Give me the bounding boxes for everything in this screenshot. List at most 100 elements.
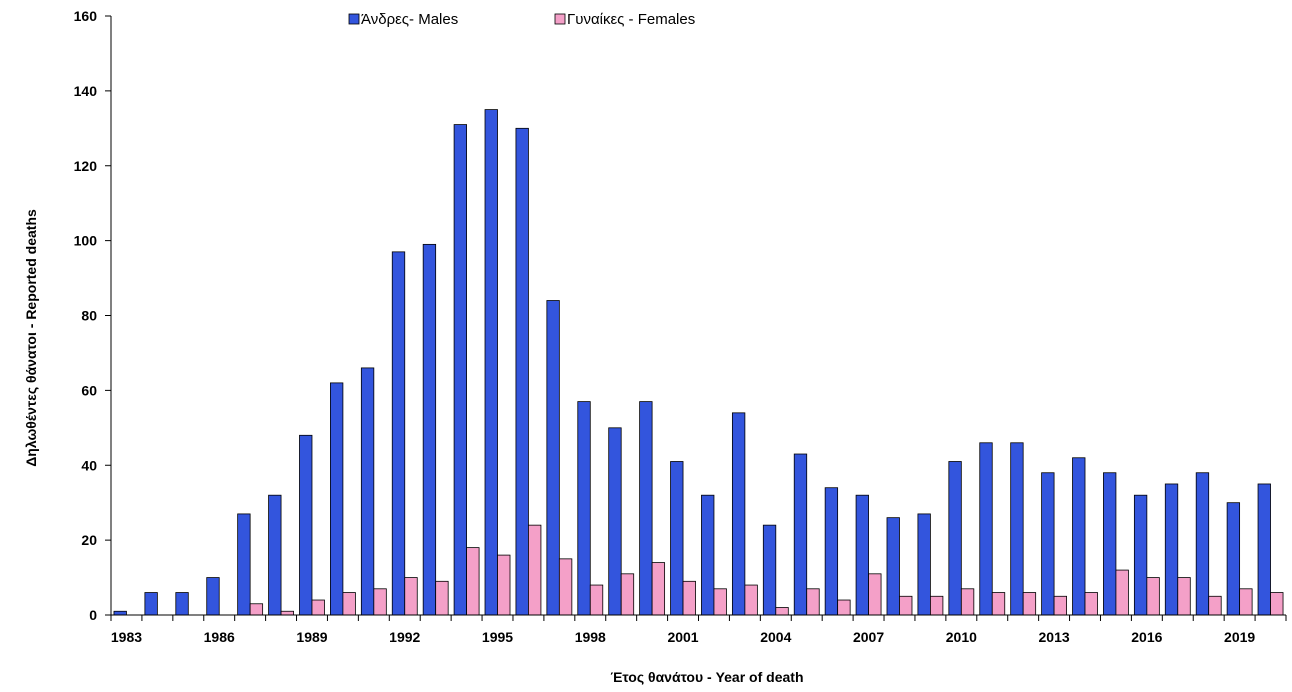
- bar-females-2003: [744, 584, 758, 616]
- bar-females-2013: [1053, 595, 1067, 616]
- bar-males-1998: [577, 401, 591, 616]
- x-tick-label: 2013: [1039, 629, 1070, 645]
- bar-females-1988: [280, 610, 294, 616]
- x-tick-label: 1995: [482, 629, 513, 645]
- bar-males-2009: [917, 513, 931, 616]
- bar-females-1997: [558, 558, 573, 616]
- bar-males-1986: [206, 577, 220, 616]
- bar-females-2015: [1115, 569, 1129, 616]
- y-tick-label: 60: [81, 382, 97, 398]
- bar-females-2000: [651, 562, 666, 616]
- x-tick-label: 1998: [575, 629, 606, 645]
- bar-males-1997: [546, 300, 560, 616]
- bar-males-2017: [1164, 483, 1179, 616]
- bar-males-2013: [1041, 472, 1055, 616]
- y-axis-title: Δηλωθέντες θάνατοι - Reported deaths: [23, 209, 39, 467]
- legend-label: Άνδρες- Males: [361, 11, 458, 28]
- x-tick-label: 2019: [1224, 629, 1255, 645]
- legend-swatch: [554, 13, 566, 25]
- bar-females-1989: [311, 599, 325, 616]
- x-tick-label: 1989: [296, 629, 327, 645]
- bar-females-1987: [249, 603, 264, 616]
- y-axis-ticks: 0 20 40 60 80 100 120 140 160: [74, 8, 111, 623]
- bar-females-2010: [960, 588, 975, 616]
- bar-females-2018: [1208, 595, 1222, 616]
- bar-females-2004: [775, 607, 789, 616]
- bar-females-2011: [991, 592, 1006, 616]
- y-tick-label: 140: [74, 83, 98, 99]
- bars: [113, 109, 1284, 616]
- legend-label: Γυναίκες - Females: [567, 11, 695, 28]
- bar-females-2014: [1084, 592, 1098, 616]
- bar-males-2000: [639, 401, 653, 616]
- bar-females-2001: [682, 580, 696, 616]
- bar-males-1999: [608, 427, 622, 616]
- y-tick-label: 160: [74, 8, 98, 24]
- bar-males-2014: [1072, 457, 1086, 616]
- bar-females-2008: [899, 595, 913, 616]
- x-tick-label: 1986: [204, 629, 235, 645]
- bar-males-2002: [701, 494, 715, 616]
- bar-females-2006: [837, 599, 851, 616]
- bar-females-2020: [1270, 592, 1284, 616]
- bar-males-1996: [515, 127, 529, 616]
- bar-males-2007: [855, 494, 869, 616]
- bar-females-1994: [466, 547, 480, 616]
- bar-males-1984: [144, 592, 158, 616]
- bar-males-1987: [237, 513, 251, 616]
- y-tick-label: 80: [81, 308, 97, 324]
- bar-males-1991: [360, 367, 375, 616]
- y-tick-label: 120: [74, 158, 98, 174]
- bar-males-2018: [1195, 472, 1210, 616]
- bar-females-2019: [1239, 588, 1253, 616]
- bar-females-1990: [342, 592, 356, 616]
- x-tick-label: 2016: [1131, 629, 1162, 645]
- x-tick-label: 1983: [111, 629, 142, 645]
- bar-males-2015: [1103, 472, 1117, 616]
- bar-females-2002: [713, 588, 727, 616]
- bar-males-2012: [1010, 442, 1024, 616]
- bar-females-2017: [1177, 577, 1191, 616]
- y-tick-label: 0: [89, 607, 97, 623]
- bar-females-1999: [620, 573, 635, 616]
- bar-males-2004: [762, 524, 777, 616]
- x-axis-title: Έτος θανάτου - Year of death: [610, 669, 803, 685]
- x-tick-label: 2004: [760, 629, 791, 645]
- bar-females-1998: [589, 584, 604, 616]
- bar-males-2016: [1133, 494, 1148, 616]
- x-axis-ticks: 1983 1986 1989 1992 1995 1998 2001 2004 2007 2010…: [110, 615, 1287, 645]
- bar-males-2006: [824, 487, 839, 616]
- bar-males-2011: [979, 442, 993, 616]
- bar-females-2012: [1022, 592, 1037, 616]
- bar-males-1992: [391, 251, 406, 616]
- bar-females-1995: [497, 554, 511, 616]
- bar-females-2007: [868, 573, 882, 616]
- bar-males-1989: [299, 434, 313, 616]
- y-tick-label: 100: [74, 233, 98, 249]
- bar-males-1990: [330, 382, 344, 616]
- bar-females-2009: [930, 595, 944, 616]
- x-tick-label: 2010: [946, 629, 977, 645]
- x-tick-label: 1992: [389, 629, 420, 645]
- bar-males-2010: [948, 461, 962, 616]
- bar-males-1993: [422, 243, 437, 616]
- bar-females-1991: [373, 588, 387, 616]
- bar-males-2001: [670, 461, 684, 616]
- bar-males-2019: [1226, 502, 1241, 616]
- bar-females-2016: [1146, 577, 1160, 616]
- bar-females-2005: [806, 588, 820, 616]
- bar-males-1995: [484, 109, 498, 616]
- bar-males-2020: [1257, 483, 1271, 616]
- legend-swatch: [348, 13, 360, 25]
- bar-males-1983: [113, 610, 127, 616]
- bar-males-2003: [731, 412, 746, 616]
- bar-males-2008: [886, 517, 900, 616]
- bar-males-1985: [175, 592, 189, 616]
- x-tick-label: 2007: [853, 629, 884, 645]
- bar-males-2005: [793, 453, 808, 616]
- bar-females-1992: [404, 577, 418, 616]
- bar-females-1993: [435, 580, 449, 616]
- legend: Άνδρες- Males Γυναίκες - Females: [348, 11, 695, 28]
- y-tick-label: 40: [81, 457, 97, 473]
